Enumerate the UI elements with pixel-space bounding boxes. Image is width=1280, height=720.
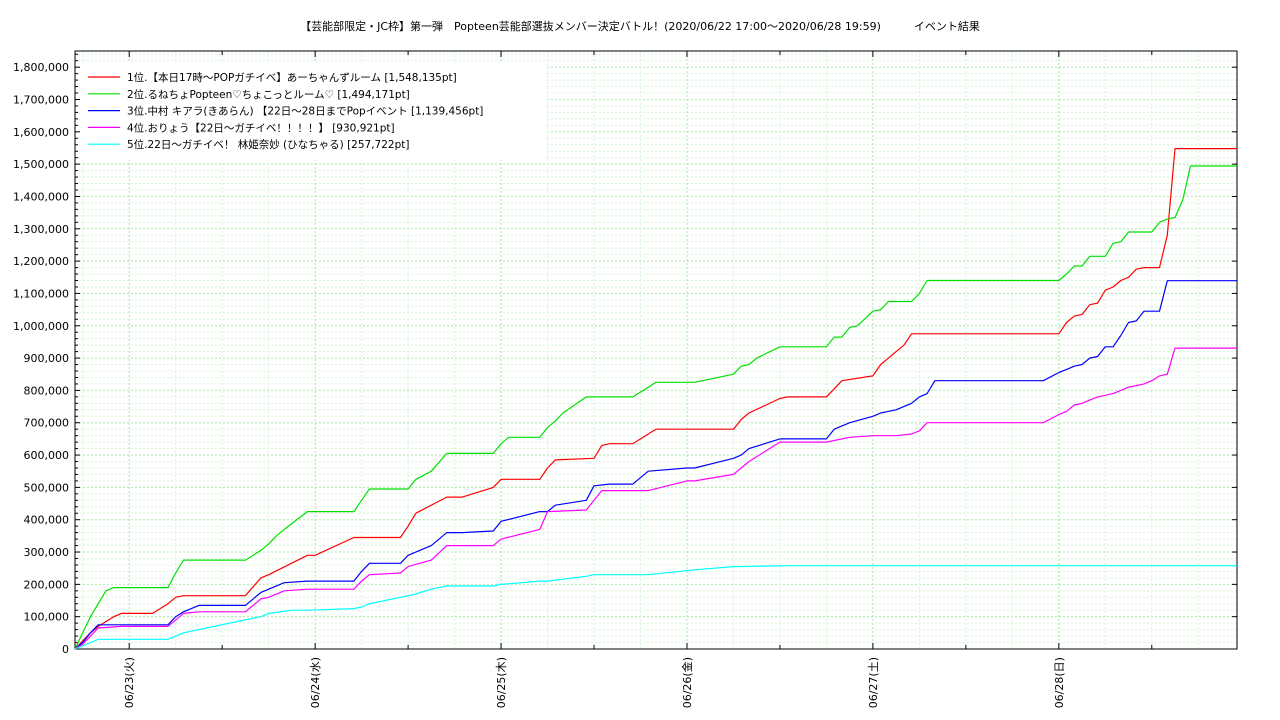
legend-entry-5: 5位.22日〜ガチイベ！ 林姫奈妙 (ひなちゃる) [257,722pt] xyxy=(127,138,409,151)
y-tick-label: 1,500,000 xyxy=(13,158,69,171)
chart-title: 【芸能部限定・JC枠】第一弾 Popteen芸能部選抜メンバー決定バトル！(20… xyxy=(300,20,980,33)
y-tick-label: 0 xyxy=(62,643,69,656)
y-tick-label: 100,000 xyxy=(24,611,70,624)
series-line-5 xyxy=(74,565,1237,650)
x-tick-label: 06/26(金) xyxy=(680,657,694,708)
y-tick-label: 700,000 xyxy=(24,417,70,430)
legend: 1位.【本日17時〜POPガチイベ】あーちゃんずルーム [1,548,135pt… xyxy=(80,62,545,160)
y-tick-label: 300,000 xyxy=(24,546,70,559)
y-tick-label: 1,300,000 xyxy=(13,223,69,236)
y-tick-label: 500,000 xyxy=(24,481,70,494)
series-line-3 xyxy=(74,280,1237,650)
y-tick-label: 600,000 xyxy=(24,449,70,462)
plot-area-frame xyxy=(74,50,1238,650)
legend-entry-4: 4位.おりょう【22日〜ガチイベ！！！！】 [930,921pt] xyxy=(127,121,395,134)
legend-entry-3: 3位.中村 キアラ(きあらん) 【22日〜28日までPopイベント [1,139… xyxy=(127,105,483,118)
y-tick-label: 200,000 xyxy=(24,578,70,591)
y-tick-label: 1,700,000 xyxy=(13,93,69,106)
series-line-4 xyxy=(74,347,1237,650)
x-tick-label: 06/28(日) xyxy=(1053,657,1066,708)
series-line-2 xyxy=(74,165,1237,650)
y-tick-label: 1,200,000 xyxy=(13,255,69,268)
y-tick-label: 1,100,000 xyxy=(13,287,69,300)
x-tick-label: 06/24(水) xyxy=(309,657,322,708)
y-tick-label: 1,400,000 xyxy=(13,190,69,203)
x-axis: 06/23(火) 06/24(水) 06/25(木) 06/26(金) 06/27(土)… xyxy=(123,51,1153,708)
series-line-1 xyxy=(74,148,1237,650)
y-tick-label: 900,000 xyxy=(24,352,70,365)
series-lines xyxy=(74,148,1237,650)
y-tick-label: 1,600,000 xyxy=(13,126,69,139)
y-tick-label: 1,000,000 xyxy=(13,320,69,333)
y-tick-label: 800,000 xyxy=(24,384,70,397)
x-tick-label: 06/25(木) xyxy=(495,657,508,708)
legend-entry-1: 1位.【本日17時〜POPガチイベ】あーちゃんずルーム [1,548,135pt… xyxy=(127,71,457,84)
y-axis: 0 100,000 200,000 300,000 400,000 500,000 600,… xyxy=(13,53,1237,656)
legend-entry-2: 2位.るねちょPopteen♡ちょこっとルーム♡ [1,494,171pt] xyxy=(127,88,410,101)
x-tick-label: 06/27(土) xyxy=(867,657,880,708)
legend-box xyxy=(80,62,545,160)
y-tick-label: 1,800,000 xyxy=(13,61,69,74)
y-tick-label: 400,000 xyxy=(24,514,70,527)
x-tick-label: 06/23(火) xyxy=(123,657,136,708)
